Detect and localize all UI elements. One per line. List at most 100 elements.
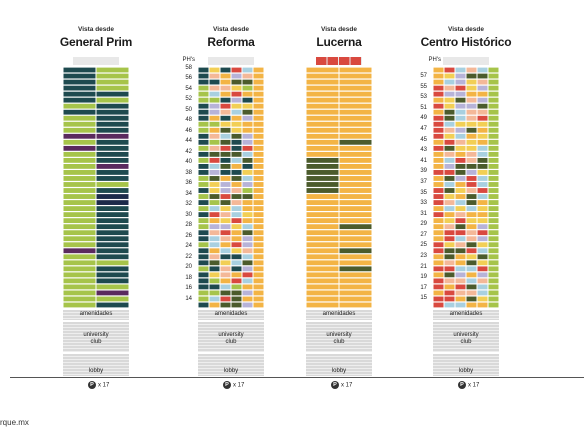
unit-cell [466, 133, 477, 139]
unit-cell [253, 133, 264, 139]
club-label-2: club [333, 339, 345, 345]
tower-lucerna: Vista desde Lucerna amenidades universit… [264, 0, 414, 400]
unit-cell [253, 290, 264, 296]
unit-cell [63, 85, 96, 91]
unit-cell [444, 248, 455, 254]
floor-label: 20 [185, 264, 192, 271]
unit-cell [209, 218, 220, 224]
parking-icon: P [223, 381, 231, 389]
unit-cell [444, 127, 455, 133]
unit-cell [466, 121, 477, 127]
unit-cell [198, 212, 209, 218]
unit-cell [198, 139, 209, 145]
unit-cell [444, 139, 455, 145]
unit-cell [220, 103, 231, 109]
floor-label: 40 [185, 159, 192, 166]
unit-cell [209, 182, 220, 187]
unit-cell [242, 230, 253, 236]
unit-cell [466, 67, 477, 73]
unit-cell [209, 290, 220, 296]
unit-cell [433, 109, 444, 115]
unit-cell [253, 91, 264, 97]
unit-cell [242, 151, 253, 157]
unit-cell [209, 284, 220, 290]
unit-cell [339, 151, 372, 157]
unit-cell [477, 133, 488, 139]
unit-cell [198, 224, 209, 230]
podium-stripe [63, 368, 129, 369]
unit-cell [466, 200, 477, 205]
unit-cell [488, 127, 499, 133]
unit-cell [339, 200, 372, 205]
unit-cell [433, 170, 444, 175]
unit-cell [477, 248, 488, 254]
podium-stripe [63, 324, 129, 325]
unit-cell [220, 176, 231, 181]
unit-cell [306, 121, 339, 127]
unit-cell [198, 230, 209, 236]
floor-label: 44 [185, 138, 192, 145]
unit-cell [220, 302, 231, 308]
unit-cell [253, 115, 264, 121]
unit-cell [242, 127, 253, 133]
unit-cell [209, 200, 220, 205]
unit-cell [477, 103, 488, 109]
floor-label: 43 [420, 147, 427, 154]
unit-cell [488, 145, 499, 151]
unit-cell [306, 91, 339, 97]
roof-cap [73, 57, 119, 65]
floor-grid [306, 57, 372, 376]
podium-stripe [433, 312, 499, 313]
floor-label: 28 [185, 222, 192, 229]
unit-cell [444, 79, 455, 85]
unit-cell [220, 242, 231, 248]
amenities-label: amenidades [79, 311, 113, 317]
unit-cell [339, 206, 372, 211]
unit-cell [242, 97, 253, 103]
unit-cell [242, 139, 253, 145]
unit-cell [220, 85, 231, 91]
unit-cell [477, 194, 488, 199]
unit-cell [231, 182, 242, 187]
unit-cell [488, 254, 499, 260]
floor-label: 25 [420, 242, 427, 249]
podium-stripe [198, 324, 264, 325]
floor-label: 37 [420, 178, 427, 185]
unit-cell [466, 296, 477, 302]
unit-cell [488, 284, 499, 290]
unit-cell [96, 97, 129, 103]
unit-cell [306, 218, 339, 224]
podium-stripe [433, 327, 499, 328]
podium-stripe [433, 315, 499, 316]
podium-stripe [63, 365, 129, 366]
unit-cell [339, 296, 372, 302]
unit-cell [339, 103, 372, 109]
unit-cell [466, 91, 477, 97]
unit-cell [242, 290, 253, 296]
unit-cell [477, 284, 488, 290]
unit-cell [209, 206, 220, 211]
unit-cell [242, 212, 253, 218]
unit-cell [433, 91, 444, 97]
podium-stripe [198, 348, 264, 349]
unit-cell [466, 73, 477, 79]
ph-cell [316, 57, 327, 65]
floor-label: 35 [420, 189, 427, 196]
podium-stripe [63, 318, 129, 319]
unit-cell [444, 67, 455, 73]
podium-stripe [198, 342, 264, 343]
unit-cell [306, 97, 339, 103]
podium-stripe [63, 356, 129, 357]
unit-cell [306, 151, 339, 157]
unit-cell [488, 260, 499, 266]
podium-stripe [198, 315, 264, 316]
podium-stripe [433, 359, 499, 360]
floor-label: 32 [185, 201, 192, 208]
unit-cell [209, 236, 220, 242]
unit-cell [253, 200, 264, 205]
unit-cell [209, 242, 220, 248]
unit-cell [306, 139, 339, 145]
unit-cell [466, 272, 477, 278]
unit-cell [96, 290, 129, 296]
unit-cell [198, 91, 209, 97]
